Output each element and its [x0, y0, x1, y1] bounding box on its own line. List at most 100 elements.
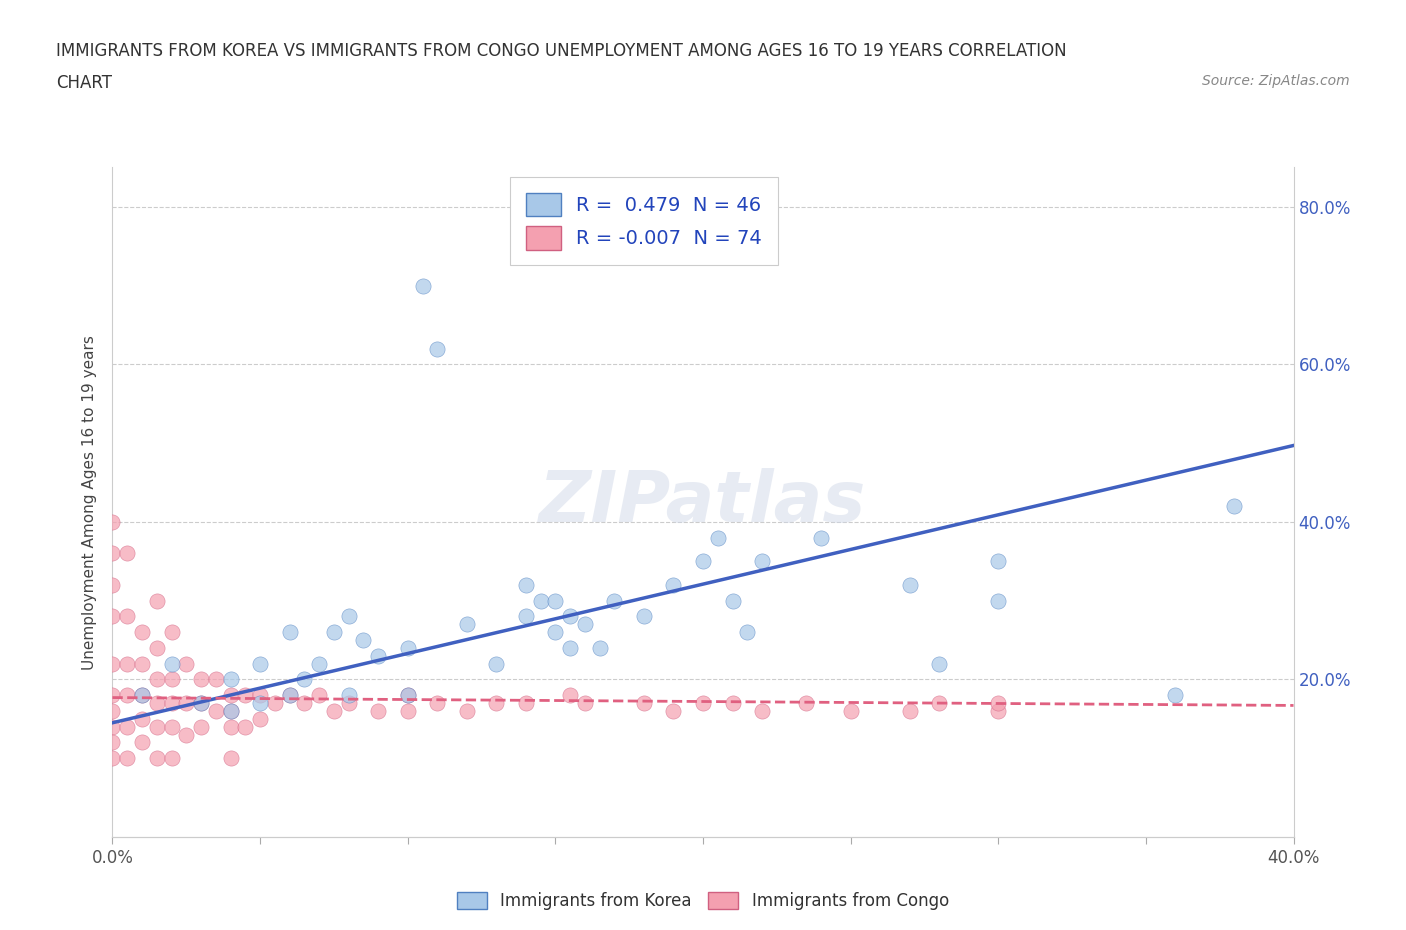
Point	[308, 657, 330, 671]
Point	[662, 703, 685, 718]
Text: IMMIGRANTS FROM KOREA VS IMMIGRANTS FROM CONGO UNEMPLOYMENT AMONG AGES 16 TO 19 : IMMIGRANTS FROM KOREA VS IMMIGRANTS FROM…	[56, 42, 1067, 60]
Point	[131, 688, 153, 703]
Point	[117, 546, 138, 561]
Text: CHART: CHART	[56, 74, 112, 92]
Point	[160, 657, 183, 671]
Text: Source: ZipAtlas.com: Source: ZipAtlas.com	[1202, 74, 1350, 88]
Point	[131, 711, 153, 726]
Point	[190, 696, 212, 711]
Point	[160, 696, 183, 711]
Point	[219, 672, 242, 687]
Point	[219, 703, 242, 718]
Point	[396, 688, 419, 703]
Point	[456, 617, 478, 631]
Point	[146, 719, 169, 734]
Point	[101, 688, 124, 703]
Point	[160, 751, 183, 765]
Point	[101, 578, 124, 592]
Point	[558, 641, 582, 656]
Point	[278, 688, 301, 703]
Point	[588, 641, 610, 656]
Point	[117, 751, 138, 765]
Point	[160, 625, 183, 640]
Point	[396, 703, 419, 718]
Point	[292, 696, 315, 711]
Point	[898, 578, 921, 592]
Point	[117, 657, 138, 671]
Point	[485, 696, 508, 711]
Point	[987, 554, 1010, 569]
Point	[810, 530, 832, 545]
Point	[721, 593, 744, 608]
Legend: R =  0.479  N = 46, R = -0.007  N = 74: R = 0.479 N = 46, R = -0.007 N = 74	[510, 177, 778, 265]
Point	[101, 719, 124, 734]
Point	[174, 727, 197, 742]
Point	[117, 719, 138, 734]
Point	[633, 696, 655, 711]
Point	[928, 696, 950, 711]
Point	[146, 641, 169, 656]
Point	[101, 657, 124, 671]
Point	[101, 751, 124, 765]
Point	[219, 719, 242, 734]
Point	[219, 703, 242, 718]
Point	[898, 703, 921, 718]
Point	[101, 735, 124, 750]
Point	[796, 696, 818, 711]
Point	[131, 625, 153, 640]
Point	[101, 546, 124, 561]
Point	[160, 672, 183, 687]
Point	[160, 719, 183, 734]
Point	[515, 578, 537, 592]
Point	[233, 719, 256, 734]
Point	[219, 751, 242, 765]
Point	[633, 609, 655, 624]
Point	[367, 703, 389, 718]
Point	[574, 617, 596, 631]
Point	[337, 696, 360, 711]
Point	[249, 657, 271, 671]
Point	[131, 688, 153, 703]
Point	[987, 703, 1010, 718]
Point	[751, 554, 773, 569]
Point	[101, 514, 124, 529]
Point	[485, 657, 508, 671]
Point	[426, 341, 449, 356]
Point	[337, 688, 360, 703]
Point	[396, 688, 419, 703]
Y-axis label: Unemployment Among Ages 16 to 19 years: Unemployment Among Ages 16 to 19 years	[82, 335, 97, 670]
Point	[146, 696, 169, 711]
Text: ZIPatlas: ZIPatlas	[540, 468, 866, 537]
Point	[706, 530, 728, 545]
Point	[367, 648, 389, 663]
Point	[117, 609, 138, 624]
Legend: Immigrants from Korea, Immigrants from Congo: Immigrants from Korea, Immigrants from C…	[450, 885, 956, 917]
Point	[278, 625, 301, 640]
Point	[190, 719, 212, 734]
Point	[411, 278, 433, 293]
Point	[737, 625, 759, 640]
Point	[146, 751, 169, 765]
Point	[131, 735, 153, 750]
Point	[249, 696, 271, 711]
Point	[721, 696, 744, 711]
Point	[205, 672, 228, 687]
Point	[839, 703, 862, 718]
Point	[692, 696, 714, 711]
Point	[928, 657, 950, 671]
Point	[574, 696, 596, 711]
Point	[233, 688, 256, 703]
Point	[190, 696, 212, 711]
Point	[352, 632, 374, 647]
Point	[987, 593, 1010, 608]
Point	[603, 593, 626, 608]
Point	[174, 696, 197, 711]
Point	[292, 672, 315, 687]
Point	[544, 593, 567, 608]
Point	[308, 688, 330, 703]
Point	[249, 711, 271, 726]
Point	[117, 688, 138, 703]
Point	[529, 593, 551, 608]
Point	[323, 703, 346, 718]
Point	[101, 703, 124, 718]
